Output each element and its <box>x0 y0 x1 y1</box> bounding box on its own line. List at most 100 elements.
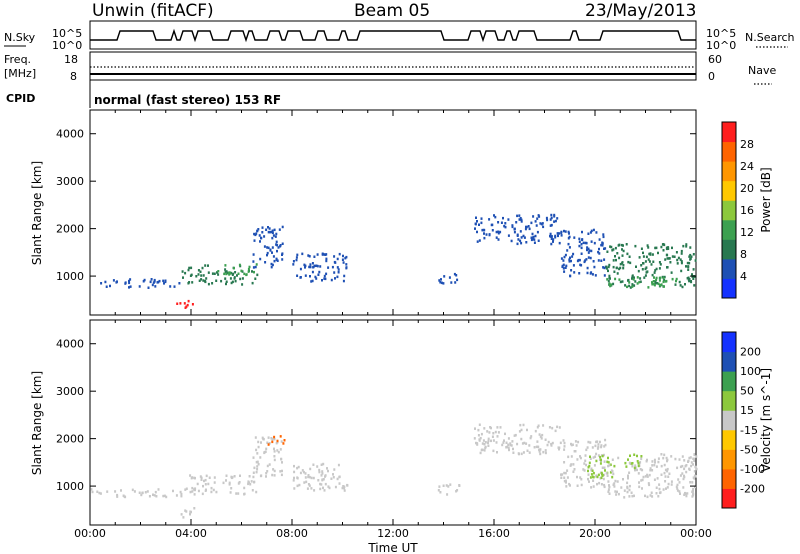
data-cell <box>545 216 548 220</box>
data-cell <box>271 473 274 477</box>
data-cell <box>580 252 583 255</box>
data-cell <box>321 478 324 481</box>
power-y-axis-label: Slant Range [km] <box>30 161 44 265</box>
data-cell <box>675 277 678 281</box>
data-cell <box>676 487 679 490</box>
data-cell <box>660 453 663 456</box>
data-cell <box>205 488 207 491</box>
cpid-text: normal (fast stereo) 153 RF <box>94 93 281 107</box>
data-cell <box>693 459 696 463</box>
data-cell <box>577 440 580 444</box>
data-cell <box>655 465 658 468</box>
data-cell <box>538 448 541 452</box>
data-cell <box>187 299 190 303</box>
data-cell <box>124 281 127 284</box>
data-cell <box>598 252 601 255</box>
data-cell <box>344 256 347 260</box>
data-cell <box>607 265 610 269</box>
data-cell <box>687 268 690 271</box>
data-cell <box>213 476 216 479</box>
data-cell <box>188 266 191 270</box>
data-cell <box>616 480 619 483</box>
data-cell <box>602 266 605 269</box>
data-cell <box>292 479 295 482</box>
data-cell <box>256 229 259 233</box>
data-cell <box>336 266 339 269</box>
data-cell <box>537 424 540 427</box>
data-cell <box>523 236 526 239</box>
nave-label: Nave <box>748 64 776 77</box>
data-cell <box>666 486 669 489</box>
data-cell <box>598 481 601 485</box>
data-cell <box>614 255 616 258</box>
data-cell <box>293 464 295 468</box>
power-panel-frame <box>89 109 697 316</box>
data-cell <box>683 459 686 462</box>
data-cell <box>511 225 514 229</box>
data-cell <box>341 258 344 261</box>
data-cell <box>692 493 695 497</box>
data-cell <box>312 463 315 466</box>
data-cell <box>631 285 634 288</box>
data-cell <box>497 221 500 224</box>
data-cell <box>608 282 611 285</box>
data-cell <box>657 495 660 498</box>
data-cell <box>491 435 494 438</box>
data-cell <box>499 230 502 234</box>
colorbar-tick-label: 28 <box>740 138 754 151</box>
data-cell <box>605 265 608 269</box>
data-cell <box>309 467 312 471</box>
data-cell <box>682 486 685 489</box>
data-cell <box>225 270 228 273</box>
velocity-y-axis-label: Slant Range [km] <box>30 371 44 475</box>
data-cell <box>207 264 209 267</box>
data-cell <box>227 271 230 275</box>
data-cell <box>681 464 684 468</box>
data-cell <box>298 483 301 487</box>
data-cell <box>323 277 326 280</box>
data-cell <box>606 474 609 477</box>
data-cell <box>638 485 641 489</box>
data-cell <box>128 281 131 285</box>
data-cell <box>320 463 323 466</box>
data-cell <box>203 479 205 483</box>
colorbar-swatch <box>722 351 736 372</box>
data-cell <box>240 269 243 273</box>
data-cell <box>596 482 598 486</box>
colorbar-tick-label: 15 <box>740 404 754 417</box>
scatter-region-5 <box>292 462 349 492</box>
data-cell <box>181 270 184 273</box>
data-cell <box>636 454 638 458</box>
data-cell <box>338 475 341 479</box>
data-cell <box>533 241 536 244</box>
data-cell <box>162 279 165 283</box>
data-cell <box>639 461 642 464</box>
time-axis-label: Time UT <box>367 541 418 554</box>
data-cell <box>237 492 240 495</box>
colorbar-tick-label: 100 <box>740 365 761 378</box>
data-cell <box>556 232 559 235</box>
data-cell <box>616 490 618 494</box>
data-cell <box>189 510 192 513</box>
data-cell <box>199 475 202 478</box>
data-cell <box>482 439 485 442</box>
cpid-label: CPID <box>6 92 35 105</box>
data-cell <box>658 483 661 486</box>
data-cell <box>263 451 266 455</box>
power-y-axis: 1000 2000 3000 4000 <box>56 110 697 315</box>
data-cell <box>510 444 513 447</box>
data-cell <box>540 437 543 440</box>
data-cell <box>612 282 615 286</box>
data-cell <box>342 485 345 488</box>
data-cell <box>608 464 611 467</box>
data-cell <box>195 275 198 278</box>
data-cell <box>251 270 253 273</box>
data-cell <box>569 274 572 278</box>
data-cell <box>494 215 497 219</box>
data-cell <box>655 267 658 271</box>
data-cell <box>599 455 602 459</box>
data-cell <box>144 491 147 494</box>
data-cell <box>688 279 691 283</box>
data-cell <box>585 241 588 245</box>
data-cell <box>270 265 273 269</box>
